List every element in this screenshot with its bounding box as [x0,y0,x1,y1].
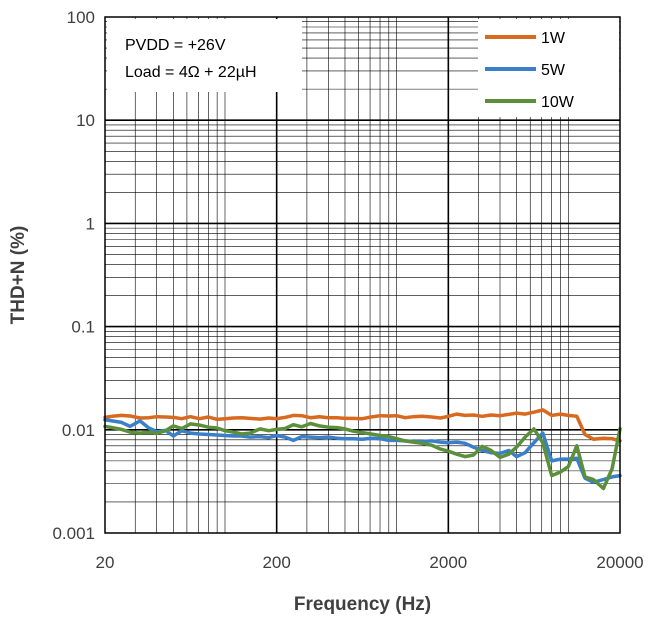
x-tick-label: 20000 [596,553,643,572]
y-tick-label: 1 [86,214,95,233]
x-tick-label: 2000 [429,553,467,572]
y-tick-label: 0.01 [62,421,95,440]
x-axis-label: Frequency (Hz) [294,594,431,615]
y-tick-label: 0.1 [71,318,95,337]
annotation-box [107,19,302,92]
y-tick-labels: 0.001 0.01 0.1 1 10 100 [52,8,95,543]
series-lines [103,408,622,491]
annotation-load: Load = 4Ω + 22µH [125,64,257,81]
y-tick-label: 10 [76,111,95,130]
annotation-pvdd: PVDD = +26V [125,37,226,54]
x-tick-label: 200 [262,553,290,572]
legend-label-1w: 1W [541,30,566,47]
x-tick-label: 20 [96,553,115,572]
series-line-1w [103,408,622,443]
x-tick-labels: 20 200 2000 20000 [96,553,644,572]
y-axis-label: THD+N (%) [8,226,29,325]
legend-label-5w: 5W [541,62,566,79]
legend-entries: 1W 5W 10W [485,30,575,111]
y-tick-label: 0.001 [52,524,95,543]
series-line-10w [103,421,622,491]
plot-frame [104,16,621,534]
y-tick-label: 100 [67,8,95,27]
series-line-5w [103,418,622,485]
legend-label-10w: 10W [541,94,575,111]
